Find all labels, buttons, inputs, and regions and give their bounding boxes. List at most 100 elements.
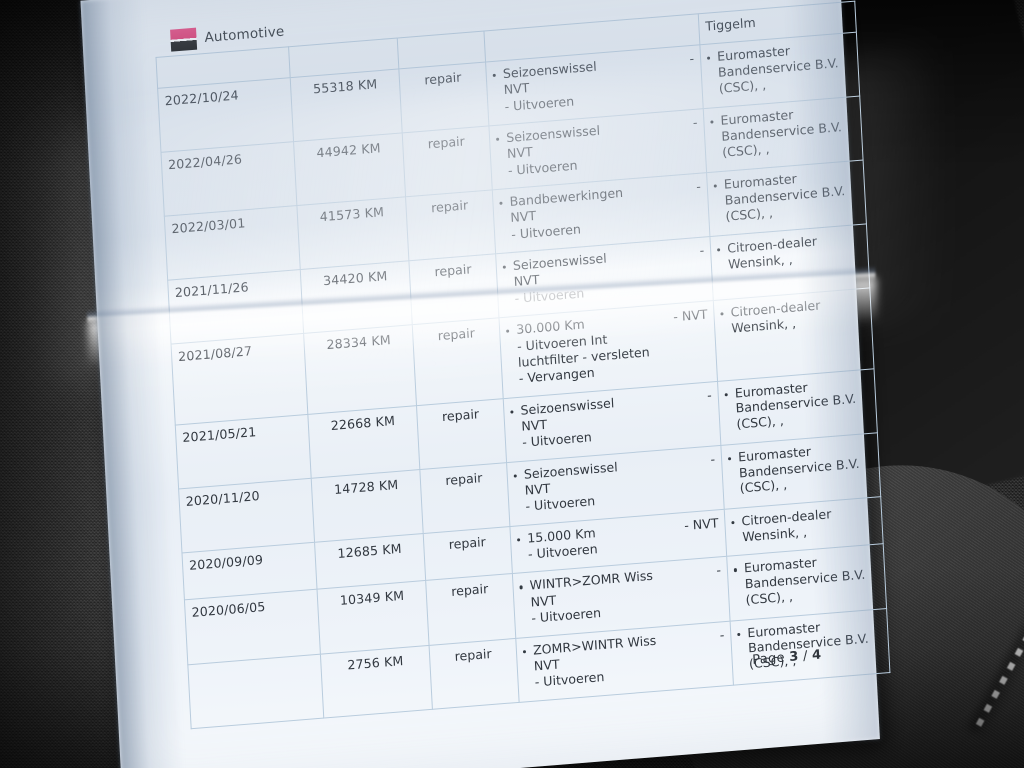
performed-by-entry: Citroen-dealer Wensink, ,: [720, 294, 865, 337]
bullet-icon: [737, 632, 741, 636]
description-dash: -: [692, 114, 698, 130]
description-body: Seizoenswissel - NVT - Uitvoeren: [523, 451, 717, 515]
page-label: Page: [751, 650, 786, 669]
description-entry: ZOMR>WINTR Wiss - NVT - Uitvoeren: [522, 627, 727, 692]
cell-type: repair: [412, 317, 504, 406]
cell-type: repair: [429, 637, 520, 709]
description-body: Seizoenswissel - NVT - Uitvoeren: [520, 387, 714, 451]
cell-date: 2022/03/01: [164, 205, 301, 281]
performed-by-text: Euromaster Bandenservice B.V. (CSC), ,: [716, 42, 839, 96]
performed-by-entry: Tiggelm: [705, 7, 849, 34]
cell-date: 2021/08/27: [171, 333, 308, 425]
description-body: ZOMR>WINTR Wiss - NVT - Uitvoeren: [533, 627, 727, 691]
description-dash: -: [689, 50, 695, 66]
service-history-table: Tiggelm 2022/10/24 55318 KM repair: [155, 1, 890, 729]
cell-date: 2020/06/05: [184, 589, 321, 665]
brand-name: Automotive: [204, 23, 285, 46]
performed-by-entry: Euromaster Bandenservice B.V. (CSC), ,: [727, 438, 874, 497]
bullet-icon: [733, 568, 738, 572]
cell-date: 2021/05/21: [175, 413, 312, 489]
performed-by-entry: Euromaster Bandenservice B.V. (CSC), ,: [713, 166, 859, 225]
bullet-icon: [717, 248, 721, 252]
brand-name-label: Automotive: [204, 23, 285, 46]
performed-by-text: Euromaster Bandenservice B.V. (CSC), ,: [737, 443, 860, 496]
description-dash: -: [719, 626, 725, 643]
bullet-icon: [510, 409, 514, 414]
description-entry: Seizoenswissel - NVT - Uitvoeren: [513, 451, 717, 516]
description-body: Seizoenswissel - NVT - Uitvoeren: [502, 51, 696, 115]
cell-type: repair: [416, 398, 507, 470]
description-entry: 30.000 Km - NVT - Uitvoeren Int luchtfil…: [506, 307, 711, 389]
description-entry: WINTR>ZOMR Wiss - NVT - Uitvoeren: [519, 563, 723, 628]
cell-date: [187, 653, 324, 729]
paper-surface: Automotive Tiggelm: [26, 0, 938, 768]
cell-mileage: 28334 KM: [303, 324, 417, 414]
description-body: 15.000 Km - NVT - Uitvoeren: [527, 515, 720, 563]
performed-by-text: Citroen-dealer Wensink, ,: [741, 506, 832, 545]
cell-mileage: 14728 KM: [311, 469, 424, 543]
description-body: Seizoenswissel - NVT - Uitvoeren: [506, 115, 700, 179]
description-body: 30.000 Km - NVT - Uitvoeren Int luchtfil…: [516, 307, 711, 388]
cell-type: repair: [423, 526, 513, 581]
performed-by-text: Euromaster Bandenservice B.V. (CSC), ,: [723, 170, 846, 224]
bullet-icon: [506, 329, 510, 334]
performed-by-text: Euromaster Bandenservice B.V. (CSC), ,: [734, 379, 857, 432]
cell-performed-by: Euromaster Bandenservice B.V. (CSC), ,: [730, 608, 890, 685]
description-dash: -: [706, 387, 713, 403]
cell-type: repair: [398, 61, 489, 133]
bullet-icon: [710, 120, 714, 124]
description-entry: Bandbewerkingen - NVT - Uitvoeren: [499, 179, 703, 244]
cell-mileage: 22668 KM: [307, 405, 420, 479]
cell-date: 2021/11/26: [167, 269, 304, 345]
cell-performed-by: Citroen-dealer Wensink, ,: [713, 288, 874, 382]
cell-mileage: 34420 KM: [300, 260, 413, 334]
description-dash: - NVT: [672, 306, 708, 325]
cell-date: 2022/04/26: [160, 141, 297, 217]
description-body: WINTR>ZOMR Wiss - NVT - Uitvoeren: [529, 563, 723, 627]
page-current: 3: [788, 649, 799, 666]
performed-by-entry: Euromaster Bandenservice B.V. (CSC), ,: [733, 550, 879, 609]
description-entry: 15.000 Km - NVT - Uitvoeren: [517, 515, 720, 564]
brand-logo-icon: [170, 27, 198, 52]
description-dash: -: [695, 178, 702, 195]
bullet-icon: [731, 520, 735, 525]
bullet-icon: [499, 201, 503, 206]
cell-type: repair: [408, 253, 499, 325]
bullet-icon: [496, 137, 500, 142]
performed-by-entry: Euromaster Bandenservice B.V. (CSC), ,: [707, 38, 853, 97]
bullet-icon: [713, 184, 718, 188]
description-entry: Seizoenswissel - NVT - Uitvoeren: [492, 51, 696, 116]
service-history-paper: Automotive Tiggelm: [26, 0, 938, 768]
description-body: Seizoenswissel - NVT - Uitvoeren: [513, 243, 707, 307]
cell-type: repair: [402, 125, 493, 197]
bullet-icon: [519, 585, 523, 590]
description-dash: - NVT: [683, 515, 719, 533]
cell-mileage: 55318 KM: [290, 68, 403, 142]
performed-by-text: Citroen-dealer Wensink, ,: [726, 233, 818, 272]
bullet-icon: [502, 265, 507, 270]
description-dash: -: [699, 242, 705, 259]
cell-type: repair: [419, 462, 510, 534]
cell-type: repair: [425, 573, 516, 645]
bullet-icon: [517, 538, 521, 542]
description-entry: Seizoenswissel - NVT - Uitvoeren: [502, 243, 706, 308]
description-dash: -: [715, 562, 722, 579]
performed-by-entry: Euromaster Bandenservice B.V. (CSC), ,: [724, 374, 870, 433]
performed-by-entry: Citroen-dealer Wensink, ,: [717, 230, 862, 273]
description-entry: Seizoenswissel - NVT - Uitvoeren: [496, 115, 700, 180]
performed-by-text: Tiggelm: [705, 14, 756, 34]
table-body: Tiggelm 2022/10/24 55318 KM repair: [156, 1, 890, 729]
bullet-icon: [724, 392, 728, 397]
bullet-icon: [522, 649, 527, 654]
cell-mileage: 2756 KM: [320, 644, 433, 718]
performed-by-text: Citroen-dealer Wensink, ,: [730, 297, 821, 336]
bullet-icon: [492, 73, 497, 78]
performed-by-text: Euromaster Bandenservice B.V. (CSC), ,: [743, 555, 866, 608]
performed-by-entry: Citroen-dealer Wensink, ,: [731, 502, 876, 545]
cell-type: repair: [405, 189, 496, 261]
performed-by-entry: Euromaster Bandenservice B.V. (CSC), ,: [710, 102, 856, 161]
description-dash: -: [710, 451, 716, 467]
bullet-icon: [707, 56, 711, 60]
cell-mileage: 10349 KM: [317, 580, 430, 654]
